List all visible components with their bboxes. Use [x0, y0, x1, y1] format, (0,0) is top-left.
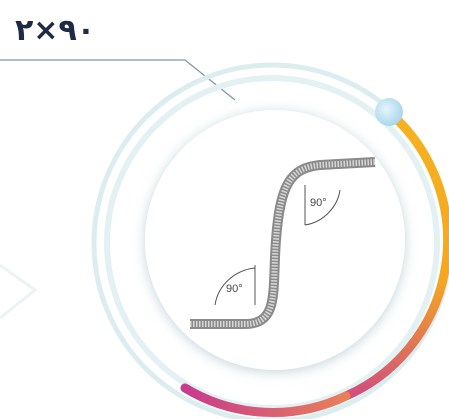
angle-mark — [304, 185, 341, 226]
progress-arc-end — [180, 383, 351, 417]
progress-arc — [341, 107, 449, 401]
outer-ring — [91, 62, 449, 419]
angle-label: 90° — [310, 197, 327, 209]
chevron — [0, 263, 38, 320]
pipe — [190, 157, 376, 329]
angle-label: 90° — [226, 283, 243, 295]
angle-mark — [214, 265, 256, 306]
middle-ring — [104, 75, 440, 411]
progress-knob — [375, 98, 403, 126]
title: ۲×۹۰ — [15, 13, 95, 48]
